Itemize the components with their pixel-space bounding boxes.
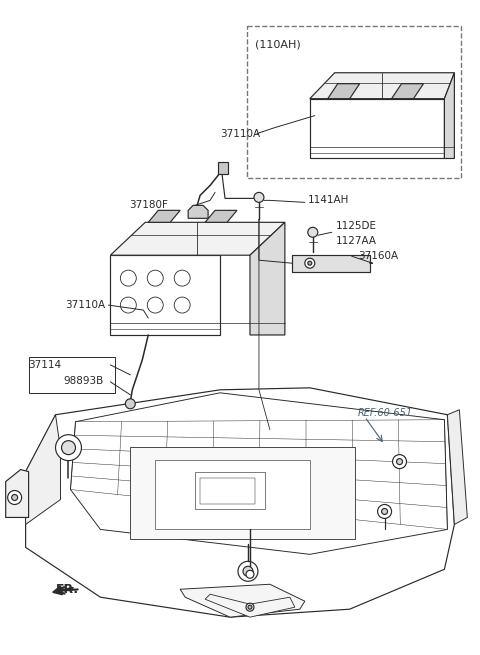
Polygon shape [180, 584, 305, 617]
Polygon shape [250, 222, 285, 335]
Circle shape [125, 399, 135, 409]
Bar [29, 357, 115, 393]
Text: 37110A: 37110A [65, 300, 106, 310]
Polygon shape [188, 206, 208, 218]
Polygon shape [25, 388, 455, 617]
Text: 37110A: 37110A [220, 128, 260, 139]
Circle shape [147, 270, 163, 286]
Circle shape [382, 508, 387, 514]
Polygon shape [148, 210, 180, 222]
Polygon shape [130, 447, 355, 539]
Polygon shape [218, 162, 228, 174]
Polygon shape [155, 460, 310, 529]
Text: FR.: FR. [56, 583, 79, 596]
Polygon shape [71, 393, 447, 554]
Polygon shape [310, 73, 455, 99]
Text: 37180F: 37180F [129, 200, 168, 210]
Circle shape [308, 227, 318, 237]
Polygon shape [110, 255, 220, 335]
Circle shape [238, 561, 258, 581]
Polygon shape [328, 84, 360, 99]
Circle shape [12, 495, 18, 500]
Text: 37114: 37114 [29, 360, 62, 370]
Circle shape [246, 571, 254, 578]
Polygon shape [200, 477, 255, 504]
Bar [247, 26, 461, 178]
Circle shape [120, 270, 136, 286]
Circle shape [174, 297, 190, 313]
Circle shape [246, 603, 254, 611]
Circle shape [120, 297, 136, 313]
Text: 37160A: 37160A [358, 252, 398, 261]
Circle shape [56, 435, 82, 460]
Text: 1127AA: 1127AA [336, 236, 377, 246]
Text: REF.60-651: REF.60-651 [358, 408, 413, 418]
Circle shape [305, 258, 315, 268]
Polygon shape [110, 222, 285, 255]
Circle shape [396, 458, 403, 464]
Polygon shape [6, 470, 29, 517]
Polygon shape [205, 594, 295, 617]
Circle shape [174, 270, 190, 286]
Polygon shape [392, 84, 423, 99]
Circle shape [243, 567, 253, 576]
Circle shape [147, 297, 163, 313]
Circle shape [393, 455, 407, 468]
Circle shape [254, 193, 264, 202]
Polygon shape [195, 472, 265, 510]
Circle shape [8, 491, 22, 504]
Polygon shape [447, 410, 468, 525]
Circle shape [308, 261, 312, 265]
Text: 1125DE: 1125DE [336, 221, 377, 231]
Circle shape [248, 605, 252, 609]
Text: (110AH): (110AH) [255, 40, 300, 50]
Polygon shape [292, 255, 370, 272]
Polygon shape [25, 415, 60, 525]
Polygon shape [205, 210, 237, 222]
Text: 1141AH: 1141AH [308, 195, 349, 206]
Polygon shape [310, 99, 444, 159]
Text: 98893B: 98893B [63, 376, 104, 386]
Polygon shape [444, 73, 455, 159]
Circle shape [378, 504, 392, 519]
Circle shape [61, 441, 75, 455]
